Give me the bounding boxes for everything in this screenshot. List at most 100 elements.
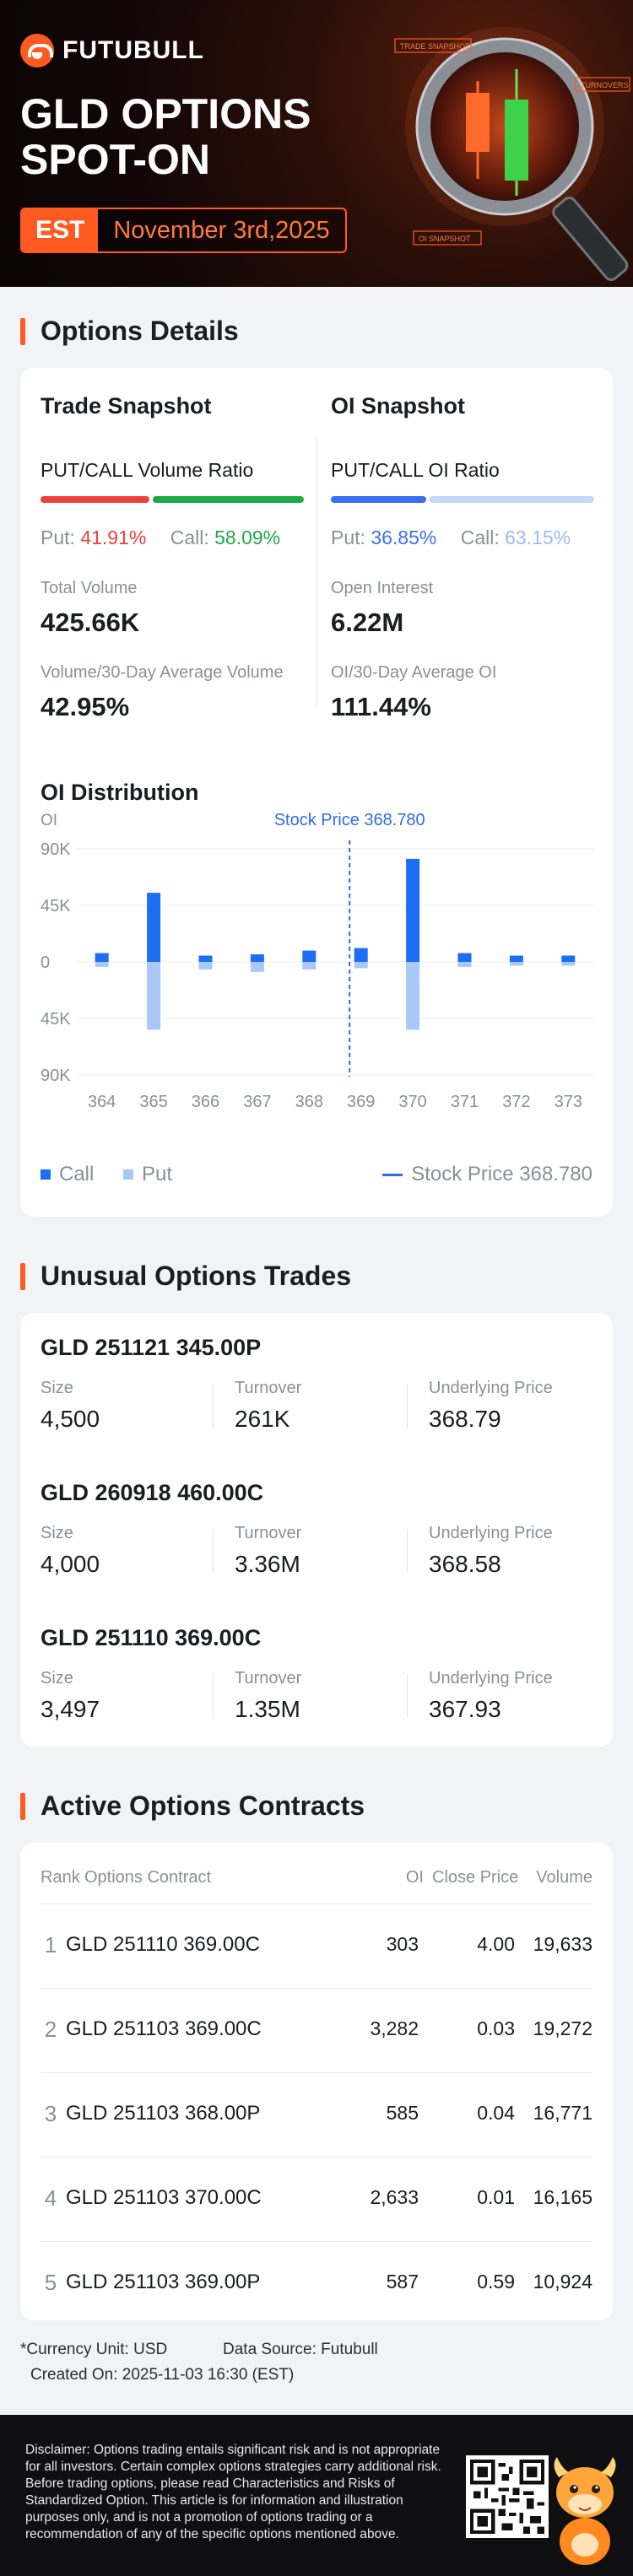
y-axis-label: OI xyxy=(41,812,57,829)
x-tick-label: 368 xyxy=(295,1093,323,1111)
oi-snapshot-title: OI Snapshot xyxy=(331,393,466,419)
x-tick-label: 373 xyxy=(555,1093,582,1111)
call-bar xyxy=(250,954,264,962)
col-close-header: Close Price xyxy=(432,1868,519,1887)
trade-1-size-label: Size xyxy=(41,1379,73,1397)
call-bar xyxy=(354,948,368,962)
unusual-trades-title-text: Unusual Options Trades xyxy=(41,1261,352,1291)
row-divider xyxy=(41,1988,592,1989)
legend-call-label: Call xyxy=(59,1163,95,1185)
row-3-oi: 585 xyxy=(386,2102,419,2124)
trade-3-turnover: 1.35M xyxy=(235,1696,300,1722)
report-date: November 3rd,2025 xyxy=(98,209,345,251)
row-divider xyxy=(41,2072,592,2073)
put-bar xyxy=(95,962,109,967)
row-1-volume: 19,633 xyxy=(533,1933,592,1955)
oi-ratio-bar xyxy=(331,496,594,503)
call-bar xyxy=(509,955,523,962)
trade-2-underlying: 368.58 xyxy=(429,1551,501,1577)
col-contract-header: Options Contract xyxy=(84,1868,212,1887)
trade-1-size: 4,500 xyxy=(41,1406,100,1432)
put-bar xyxy=(457,962,472,967)
call-bar xyxy=(302,950,316,962)
trade-1-divider-2 xyxy=(407,1384,408,1428)
row-1-rank: 1 xyxy=(44,1932,57,1958)
oi-call-label: Call: xyxy=(460,527,500,548)
x-tick-label: 372 xyxy=(502,1093,530,1111)
trade-1-divider-1 xyxy=(213,1384,214,1428)
oi-avg-label: OI/30-Day Average OI xyxy=(331,663,497,682)
disclaimer-text: Disclaimer: Options trading entails sign… xyxy=(25,2443,441,2541)
options-details-title-text: Options Details xyxy=(41,316,239,346)
total-volume-label: Total Volume xyxy=(41,579,138,597)
legend-stock-price: Stock Price 368.780 xyxy=(382,1163,592,1186)
trade-3-size: 3,497 xyxy=(41,1696,100,1722)
volume-avg-value: 42.95% xyxy=(41,692,130,721)
oi-ratio-label: PUT/CALL OI Ratio xyxy=(331,459,500,481)
row-4-close: 0.01 xyxy=(477,2186,515,2208)
put-bar xyxy=(561,962,576,966)
row-4-rank: 4 xyxy=(44,2185,57,2211)
trade-1-turnover-label: Turnover xyxy=(235,1379,302,1397)
open-interest-label: Open Interest xyxy=(331,579,434,597)
col-rank-header: Rank xyxy=(41,1868,80,1887)
x-tick-label: 371 xyxy=(451,1093,479,1111)
legend-stock-price-line xyxy=(382,1173,403,1176)
hero-title-line1: GLD OPTIONS xyxy=(20,90,311,138)
oi-call-bar xyxy=(430,496,594,503)
oi-ratio-values: Put: 36.85% Call: 63.15% xyxy=(331,527,571,549)
trade-2-underlying-label: Underlying Price xyxy=(429,1524,553,1542)
call-bar xyxy=(457,953,472,962)
x-tick-label: 366 xyxy=(192,1093,219,1111)
row-3-close: 0.04 xyxy=(477,2102,515,2124)
trade-1-underlying-label: Underlying Price xyxy=(429,1379,553,1397)
put-bar xyxy=(406,962,420,1030)
x-tick-label: 365 xyxy=(139,1093,167,1111)
volume-avg-label: Volume/30-Day Average Volume xyxy=(41,663,284,682)
x-tick-label: 364 xyxy=(88,1093,116,1111)
data-source-note: Data Source: Futubull xyxy=(223,2341,378,2358)
x-tick-label: 370 xyxy=(398,1093,426,1111)
trade-snapshot-title: Trade Snapshot xyxy=(41,393,212,419)
trade-2-divider-2 xyxy=(407,1529,408,1573)
row-1-contract: GLD 251110 369.00C xyxy=(66,1933,260,1956)
trade-2-turnover: 3.36M xyxy=(235,1551,300,1577)
trade-1-turnover: 261K xyxy=(235,1406,290,1432)
row-5-rank: 5 xyxy=(44,2270,57,2295)
oi-put-value: 36.85% xyxy=(371,527,437,548)
legend-put: Put xyxy=(123,1163,172,1186)
row-4-oi: 2,633 xyxy=(370,2186,419,2208)
trade-1-name: GLD 251121 345.00P xyxy=(41,1335,262,1360)
row-3-contract: GLD 251103 368.00P xyxy=(66,2102,261,2125)
options-details-card: Trade Snapshot PUT/CALL Volume Ratio Put… xyxy=(20,368,613,1217)
oi-put-bar xyxy=(331,496,426,503)
hero-tag-turnovers: TURNOVERS xyxy=(581,81,629,89)
trade-3-divider-2 xyxy=(407,1674,408,1718)
put-bar xyxy=(250,962,264,972)
volume-call-bar xyxy=(153,496,304,503)
put-bar xyxy=(354,962,368,969)
put-bar xyxy=(509,962,523,966)
volume-put-value: 41.91% xyxy=(80,527,147,548)
row-5-volume: 10,924 xyxy=(533,2271,592,2292)
call-bar xyxy=(198,955,213,962)
volume-put-bar xyxy=(41,496,149,503)
trade-3-size-label: Size xyxy=(41,1669,73,1688)
call-bar xyxy=(561,955,576,962)
qr-code-icon xyxy=(466,2455,549,2538)
y-tick-label: 45K xyxy=(41,897,71,915)
hero-tag-oi: OI SNAPSHOT xyxy=(419,235,471,243)
row-2-close: 0.03 xyxy=(477,2017,515,2039)
row-2-contract: GLD 251103 369.00C xyxy=(66,2017,262,2040)
trade-2-size: 4,000 xyxy=(41,1551,100,1577)
total-volume-value: 425.66K xyxy=(41,608,140,637)
row-5-contract: GLD 251103 369.00P xyxy=(66,2271,261,2293)
trade-2-size-label: Size xyxy=(41,1524,73,1542)
row-5-close: 0.59 xyxy=(477,2271,515,2292)
hero-title: GLD OPTIONS SPOT-ON xyxy=(20,91,311,182)
legend-call: Call xyxy=(41,1163,94,1186)
legend-put-label: Put xyxy=(142,1163,173,1185)
trade-2-divider-1 xyxy=(213,1529,214,1573)
volume-put-label: Put: xyxy=(41,527,75,548)
